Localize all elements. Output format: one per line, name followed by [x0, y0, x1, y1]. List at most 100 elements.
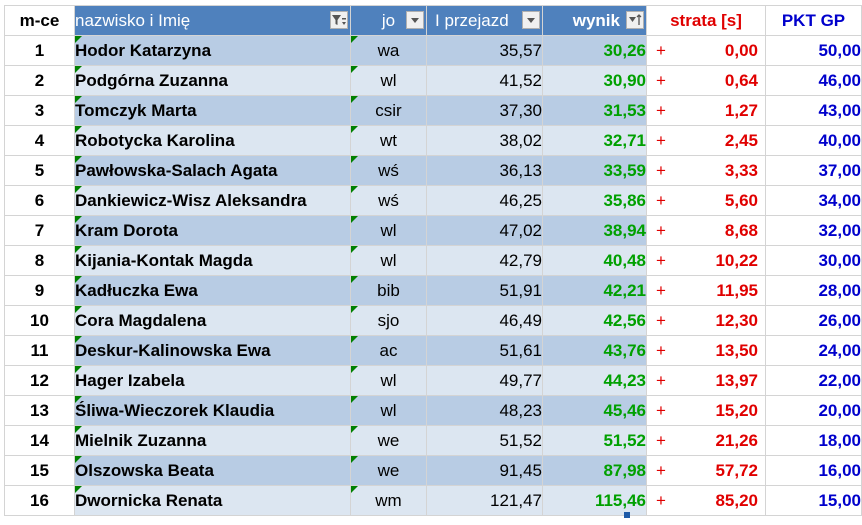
cell-place[interactable]: 2: [4, 65, 75, 96]
cell-club[interactable]: wa: [350, 35, 427, 66]
cell-name[interactable]: Kijania-Kontak Magda: [74, 245, 351, 276]
cell-place[interactable]: 12: [4, 365, 75, 396]
cell-loss[interactable]: +3,33: [646, 155, 766, 186]
cell-time[interactable]: 48,23: [426, 395, 543, 426]
cell-club[interactable]: bib: [350, 275, 427, 306]
cell-result[interactable]: 44,23: [542, 365, 647, 396]
header-time[interactable]: I przejazd: [426, 5, 543, 36]
cell-loss[interactable]: +5,60: [646, 185, 766, 216]
cell-result[interactable]: 32,71: [542, 125, 647, 156]
cell-loss[interactable]: +11,95: [646, 275, 766, 306]
cell-name[interactable]: Podgórna Zuzanna: [74, 65, 351, 96]
cell-time[interactable]: 51,61: [426, 335, 543, 366]
cell-points[interactable]: 34,00: [765, 185, 862, 216]
cell-result[interactable]: 42,21: [542, 275, 647, 306]
cell-place[interactable]: 10: [4, 305, 75, 336]
cell-result[interactable]: 115,46: [542, 485, 647, 516]
cell-points[interactable]: 37,00: [765, 155, 862, 186]
cell-name[interactable]: Dankiewicz-Wisz Aleksandra: [74, 185, 351, 216]
cell-result[interactable]: 30,90: [542, 65, 647, 96]
cell-club[interactable]: wś: [350, 185, 427, 216]
cell-loss[interactable]: +0,64: [646, 65, 766, 96]
cell-points[interactable]: 30,00: [765, 245, 862, 276]
cell-time[interactable]: 47,02: [426, 215, 543, 246]
cell-club[interactable]: csir: [350, 95, 427, 126]
cell-loss[interactable]: +13,97: [646, 365, 766, 396]
cell-points[interactable]: 18,00: [765, 425, 862, 456]
cell-points[interactable]: 43,00: [765, 95, 862, 126]
cell-points[interactable]: 24,00: [765, 335, 862, 366]
cell-result[interactable]: 38,94: [542, 215, 647, 246]
dropdown-arrow-icon[interactable]: [522, 11, 540, 29]
sort-ascending-icon[interactable]: [626, 11, 644, 29]
cell-club[interactable]: sjo: [350, 305, 427, 336]
dropdown-arrow-icon[interactable]: [406, 11, 424, 29]
header-loss[interactable]: strata [s]: [646, 5, 766, 36]
cell-loss[interactable]: +13,50: [646, 335, 766, 366]
cell-result[interactable]: 42,56: [542, 305, 647, 336]
cell-time[interactable]: 46,49: [426, 305, 543, 336]
cell-club[interactable]: wl: [350, 65, 427, 96]
cell-club[interactable]: we: [350, 455, 427, 486]
cell-loss[interactable]: +85,20: [646, 485, 766, 516]
cell-club[interactable]: wl: [350, 245, 427, 276]
cell-club[interactable]: wl: [350, 215, 427, 246]
cell-result[interactable]: 31,53: [542, 95, 647, 126]
header-result[interactable]: wynik: [542, 5, 647, 36]
cell-time[interactable]: 46,25: [426, 185, 543, 216]
cell-place[interactable]: 7: [4, 215, 75, 246]
cell-loss[interactable]: +10,22: [646, 245, 766, 276]
cell-result[interactable]: 33,59: [542, 155, 647, 186]
cell-points[interactable]: 26,00: [765, 305, 862, 336]
cell-club[interactable]: wl: [350, 395, 427, 426]
cell-place[interactable]: 13: [4, 395, 75, 426]
cell-club[interactable]: we: [350, 425, 427, 456]
cell-name[interactable]: Robotycka Karolina: [74, 125, 351, 156]
cell-time[interactable]: 38,02: [426, 125, 543, 156]
cell-place[interactable]: 16: [4, 485, 75, 516]
cell-time[interactable]: 37,30: [426, 95, 543, 126]
cell-place[interactable]: 6: [4, 185, 75, 216]
filter-active-icon[interactable]: [330, 11, 348, 29]
cell-name[interactable]: Śliwa-Wieczorek Klaudia: [74, 395, 351, 426]
cell-place[interactable]: 5: [4, 155, 75, 186]
cell-name[interactable]: Mielnik Zuzanna: [74, 425, 351, 456]
cell-loss[interactable]: +21,26: [646, 425, 766, 456]
cell-loss[interactable]: +15,20: [646, 395, 766, 426]
cell-club[interactable]: ac: [350, 335, 427, 366]
cell-result[interactable]: 87,98: [542, 455, 647, 486]
cell-loss[interactable]: +57,72: [646, 455, 766, 486]
cell-time[interactable]: 49,77: [426, 365, 543, 396]
cell-points[interactable]: 40,00: [765, 125, 862, 156]
cell-club[interactable]: wl: [350, 365, 427, 396]
cell-name[interactable]: Deskur-Kalinowska Ewa: [74, 335, 351, 366]
cell-name[interactable]: Dwornicka Renata: [74, 485, 351, 516]
header-place[interactable]: m-ce: [4, 5, 75, 36]
cell-loss[interactable]: +2,45: [646, 125, 766, 156]
cell-place[interactable]: 3: [4, 95, 75, 126]
header-club[interactable]: jo: [350, 5, 427, 36]
cell-name[interactable]: Hodor Katarzyna: [74, 35, 351, 66]
cell-name[interactable]: Hager Izabela: [74, 365, 351, 396]
cell-result[interactable]: 45,46: [542, 395, 647, 426]
cell-place[interactable]: 9: [4, 275, 75, 306]
cell-loss[interactable]: +12,30: [646, 305, 766, 336]
cell-points[interactable]: 16,00: [765, 455, 862, 486]
cell-time[interactable]: 51,52: [426, 425, 543, 456]
cell-loss[interactable]: +1,27: [646, 95, 766, 126]
cell-points[interactable]: 32,00: [765, 215, 862, 246]
cell-time[interactable]: 121,47: [426, 485, 543, 516]
cell-place[interactable]: 14: [4, 425, 75, 456]
cell-time[interactable]: 41,52: [426, 65, 543, 96]
cell-name[interactable]: Pawłowska-Salach Agata: [74, 155, 351, 186]
cell-points[interactable]: 46,00: [765, 65, 862, 96]
cell-place[interactable]: 11: [4, 335, 75, 366]
cell-name[interactable]: Cora Magdalena: [74, 305, 351, 336]
cell-club[interactable]: wt: [350, 125, 427, 156]
cell-points[interactable]: 22,00: [765, 365, 862, 396]
cell-name[interactable]: Tomczyk Marta: [74, 95, 351, 126]
cell-points[interactable]: 20,00: [765, 395, 862, 426]
cell-club[interactable]: wś: [350, 155, 427, 186]
fill-handle[interactable]: [624, 512, 630, 518]
cell-place[interactable]: 1: [4, 35, 75, 66]
